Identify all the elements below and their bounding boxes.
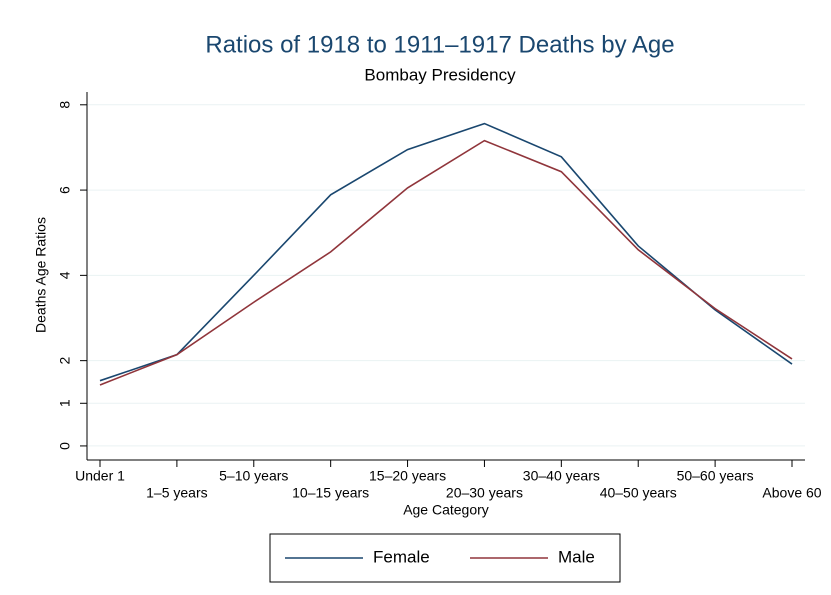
line-series <box>99 139 793 386</box>
x-tick-label: 30–40 years <box>523 468 600 484</box>
y-tick-label: 2 <box>57 357 73 365</box>
x-tick-label: 20–30 years <box>446 485 523 501</box>
x-tick-label: 15–20 years <box>369 468 446 484</box>
x-tick-label: Under 1 <box>75 468 125 484</box>
x-tick-label: 40–50 years <box>600 485 677 501</box>
y-tick-label: 8 <box>57 101 73 109</box>
chart-title: Ratios of 1918 to 1911–1917 Deaths by Ag… <box>205 31 674 58</box>
plot-area <box>87 92 805 460</box>
legend-label: Male <box>558 547 595 566</box>
y-axis-title: Deaths Age Ratios <box>33 217 49 333</box>
line-series <box>99 122 793 382</box>
y-tick-label: 1 <box>57 399 73 407</box>
x-tick-label: 5–10 years <box>219 468 288 484</box>
x-tick-label: 50–60 years <box>677 468 754 484</box>
y-tick-label: 6 <box>57 186 73 194</box>
legend-label: Female <box>373 547 430 566</box>
x-tick-label: 10–15 years <box>292 485 369 501</box>
x-tick-label: Above 60 <box>762 485 821 501</box>
chart-subtitle: Bombay Presidency <box>364 65 516 84</box>
x-tick-label: 1–5 years <box>146 485 207 501</box>
y-tick-label: 0 <box>57 442 73 450</box>
x-axis-title: Age Category <box>403 502 489 518</box>
y-tick-label: 4 <box>57 271 73 279</box>
